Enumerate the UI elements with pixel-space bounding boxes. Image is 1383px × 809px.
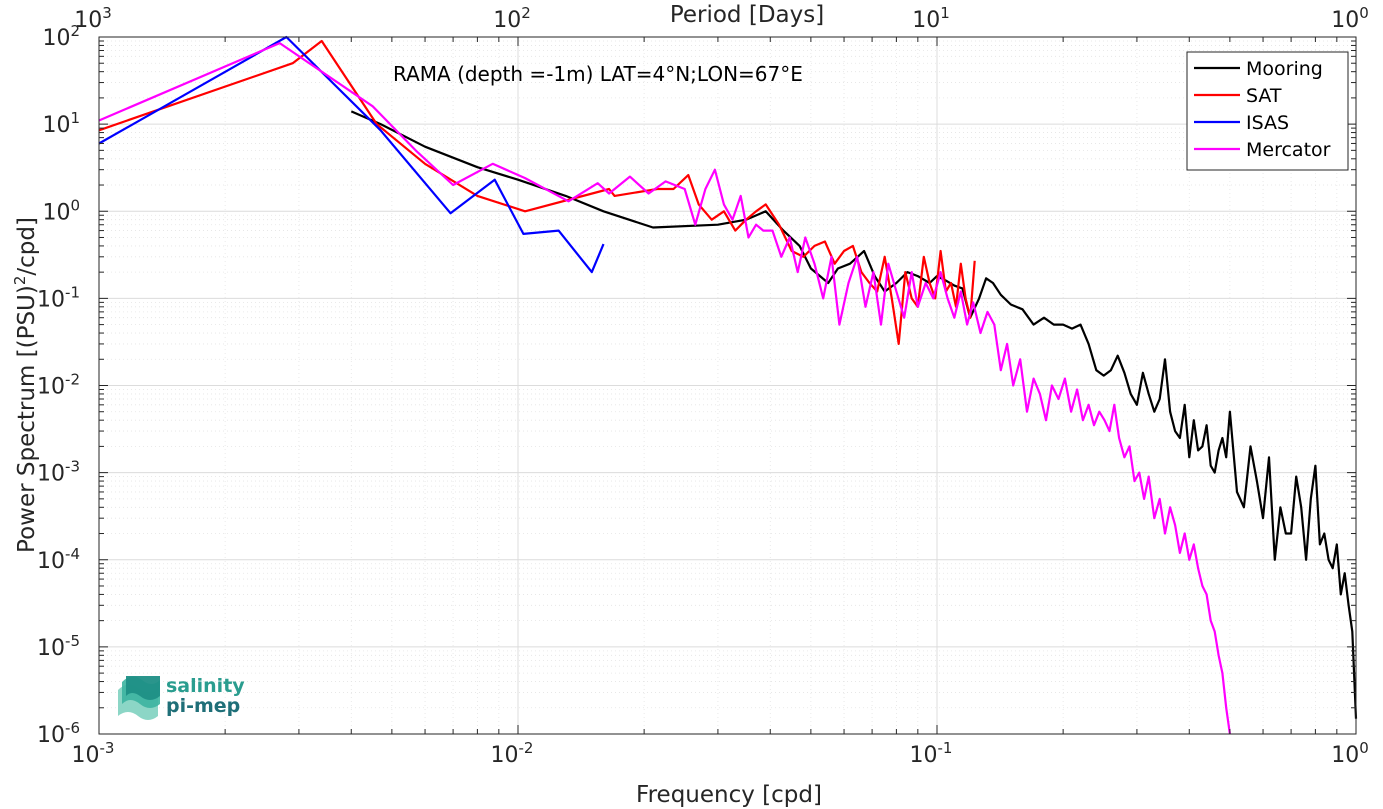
x-tick-label: 10-3: [72, 739, 115, 768]
series-lines: [98, 35, 1358, 735]
y-axis-title: Power Spectrum [(PSU)2/cpd]: [11, 217, 40, 553]
y-tick-label: 10-3: [37, 458, 80, 487]
y-tick-label: 102: [42, 22, 80, 51]
y-tick-label: 10-2: [37, 371, 80, 400]
chart-title: RAMA (depth =-1m) LAT=4°N;LON=67°E: [393, 62, 803, 86]
grid-lines: [98, 37, 1356, 735]
y-tick-label: 101: [42, 109, 80, 138]
x-tick-label: 100: [1331, 739, 1369, 768]
y-tick-label: 10-4: [37, 545, 80, 574]
logo-text-salinity: salinity: [166, 675, 245, 697]
legend-label-mercator: Mercator: [1246, 139, 1331, 161]
logo-text-pi-mep: pi-mep: [166, 695, 240, 717]
top-tick-label: 103: [74, 4, 112, 33]
legend-box: [1186, 51, 1349, 171]
legend-label-mooring: Mooring: [1246, 58, 1323, 80]
wave-icon: [118, 676, 160, 720]
series-line-mercator: [98, 41, 1231, 735]
series-line-mooring: [350, 110, 1358, 719]
top-tick-label: 100: [1331, 4, 1369, 33]
legend-label-sat: SAT: [1246, 85, 1282, 107]
tick-marks: [98, 37, 1356, 735]
top-tick-label: 102: [493, 4, 531, 33]
legend-label-isas: ISAS: [1246, 112, 1289, 134]
x-tick-label: 10-1: [910, 739, 953, 768]
top-axis-title: Period [Days]: [670, 2, 824, 28]
y-tick-label: 10-5: [37, 632, 80, 661]
top-tick-label: 101: [912, 4, 950, 33]
legend: Mooring SAT ISAS Mercator: [1186, 51, 1349, 171]
y-tick-label: 10-6: [37, 719, 80, 748]
salinity-pi-mep-logo: salinity pi-mep: [118, 675, 245, 720]
y-tick-label: 100: [42, 196, 80, 225]
x-tick-label: 10-2: [491, 739, 534, 768]
y-tick-label: 10-1: [37, 283, 80, 312]
x-axis-title: Frequency [cpd]: [636, 782, 822, 808]
